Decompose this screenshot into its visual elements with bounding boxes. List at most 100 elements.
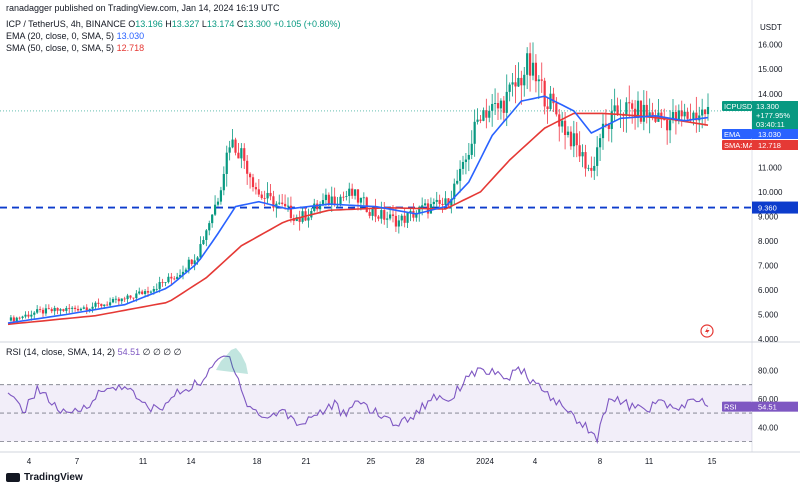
- candle-body: [461, 161, 465, 169]
- low-label: L: [201, 19, 207, 29]
- close-label: C: [236, 19, 244, 29]
- candle-body: [701, 109, 704, 116]
- price-tag-text: 03:40:11: [756, 120, 785, 129]
- candle-body: [534, 62, 538, 82]
- rsi-legend[interactable]: RSI (14, close, SMA, 14, 2) 54.51 ∅ ∅ ∅ …: [6, 347, 181, 358]
- candle-body: [531, 62, 535, 76]
- sma-value-bg: [752, 140, 798, 150]
- candle-body: [706, 106, 710, 115]
- candle-body: [243, 148, 246, 161]
- candle-body: [143, 291, 147, 294]
- candle-body: [552, 93, 555, 104]
- price-tags: ICPUSDT 13.300+177.95%03:40:11 EMA 13.030 SM…: [722, 101, 798, 412]
- candle-body: [423, 203, 427, 206]
- candle-body: [508, 84, 511, 92]
- candle-body: [161, 281, 164, 283]
- open-value: 13.196: [135, 19, 163, 29]
- candle-body: [406, 212, 409, 223]
- candle-body: [598, 138, 602, 148]
- rsi-overbought-fill: [216, 348, 248, 374]
- alert-icon[interactable]: [700, 324, 714, 338]
- publisher-line: ranadagger published on TradingView.com,…: [6, 3, 280, 14]
- candle-body: [476, 119, 479, 122]
- candle-body: [479, 119, 482, 121]
- candle-body: [616, 105, 619, 115]
- candle-body: [453, 183, 456, 200]
- candle-body: [386, 218, 389, 220]
- candle-body: [100, 303, 103, 307]
- ema-value-text: 13.030: [758, 130, 781, 139]
- candle-body: [283, 203, 287, 207]
- open-label: O: [128, 19, 136, 29]
- candle-body: [631, 103, 634, 109]
- candle-body: [76, 308, 80, 311]
- candle-body: [432, 201, 435, 205]
- sma-legend-value: 12.718: [116, 43, 145, 53]
- candle-body: [680, 110, 683, 117]
- candle-body: [41, 309, 45, 314]
- candle-body: [435, 199, 438, 202]
- footer-brand[interactable]: TradingView: [6, 472, 83, 483]
- rsi-tag-text: RSI: [724, 403, 737, 412]
- currency-label: USDT: [760, 23, 782, 32]
- price-tick-label: 5.000: [758, 310, 779, 319]
- candle-body: [79, 308, 83, 311]
- candle-body: [601, 123, 605, 139]
- candle-body: [38, 309, 42, 310]
- candle-body: [458, 168, 462, 181]
- candle-body: [692, 112, 695, 120]
- symbol-tag-bg: [722, 101, 752, 111]
- candle-body: [330, 196, 333, 204]
- candle-body: [199, 244, 202, 258]
- candle-body: [82, 307, 85, 309]
- sma-legend[interactable]: SMA (50, close, 0, SMA, 5) 12.718: [6, 43, 144, 54]
- candle-body: [540, 79, 543, 81]
- rsi-band: [0, 384, 752, 442]
- candle-body: [415, 212, 418, 218]
- ema-legend[interactable]: EMA (20, close, 0, SMA, 5) 13.030: [6, 31, 144, 42]
- rsi-path: [7, 355, 709, 445]
- candle-body: [365, 197, 368, 213]
- candle-body: [307, 217, 310, 221]
- rsi-legend-label: RSI (14, close, SMA, 14, 2): [6, 347, 116, 357]
- candle-body: [505, 91, 508, 113]
- rsi-line: [7, 348, 709, 445]
- candle-body: [514, 82, 517, 87]
- indicator-lines: [0, 95, 752, 326]
- high-label: H: [165, 19, 172, 29]
- candle-body: [44, 308, 48, 314]
- tradingview-logo-icon: [6, 473, 20, 482]
- candle-body: [342, 196, 345, 198]
- candle-body: [246, 160, 249, 174]
- candle-body: [257, 189, 260, 195]
- candle-body: [561, 120, 564, 127]
- symbol-line: ICP / TetherUS, 4h, BINANCE O13.196 H13.…: [6, 19, 341, 30]
- candle-body: [362, 197, 365, 199]
- price-tick-label: 14.000: [758, 90, 783, 99]
- candle-body: [636, 100, 640, 118]
- candle-body: [202, 239, 205, 245]
- candle-body: [173, 278, 176, 280]
- candle-body: [633, 108, 637, 118]
- candle-body: [590, 167, 593, 171]
- price-axis-ticks: 16.00015.00014.00013.00012.00011.00010.0…: [758, 41, 783, 344]
- candle-body: [184, 269, 188, 272]
- time-axis-label: 28: [416, 457, 425, 466]
- symbol-title[interactable]: ICP / TetherUS, 4h, BINANCE: [6, 19, 126, 29]
- candle-body: [668, 120, 672, 131]
- candle-body: [97, 302, 100, 304]
- candle-body: [584, 152, 587, 169]
- high-value: 13.327: [171, 19, 200, 29]
- candle-body: [447, 198, 450, 206]
- candle-body: [569, 131, 573, 147]
- candle-body: [438, 199, 441, 204]
- candle-body: [149, 291, 153, 293]
- candle-body: [380, 210, 383, 219]
- candle-body: [36, 309, 39, 313]
- candle-body: [607, 124, 610, 129]
- candle-body: [260, 194, 263, 199]
- sma-tag-text: SMA:MA: [724, 141, 754, 150]
- time-axis-label: 4: [533, 457, 538, 466]
- candle-body: [671, 111, 675, 121]
